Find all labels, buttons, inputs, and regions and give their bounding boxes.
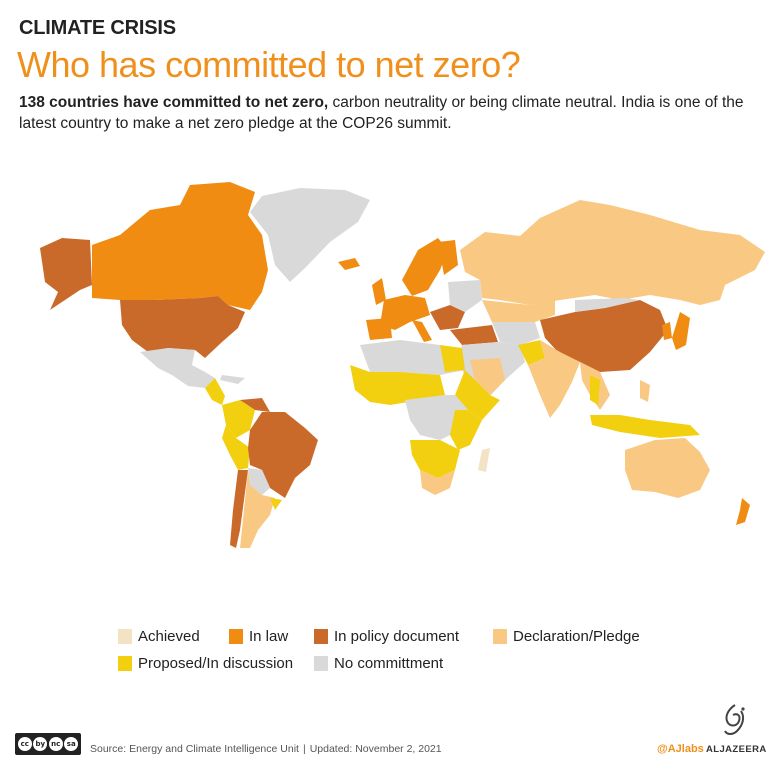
region-peru — [222, 425, 250, 470]
source-line: Source: Energy and Climate Intelligence … — [90, 743, 442, 755]
legend-item-in-law: In law — [229, 628, 288, 645]
legend-swatch-pledge — [493, 629, 507, 644]
region-korea — [662, 322, 672, 340]
legend-swatch-policy — [314, 629, 328, 644]
intro-text: 138 countries have committed to net zero… — [19, 92, 759, 134]
legend-swatch-proposed — [118, 656, 132, 671]
aljazeera-wordmark: ALJAZEERA — [706, 744, 767, 755]
footer: cc by nc sa Source: Energy and Climate I… — [15, 704, 766, 763]
region-new-zealand — [736, 498, 750, 525]
region-balkans — [430, 305, 465, 330]
region-cuba — [220, 375, 245, 384]
region-w-africa — [350, 365, 445, 405]
sa-icon: sa — [64, 737, 79, 751]
legend-swatch-in-law — [229, 629, 243, 644]
region-philippines — [640, 380, 650, 402]
region-russia — [460, 200, 765, 305]
region-scandinavia — [402, 238, 448, 296]
legend-item-achieved: Achieved — [118, 628, 200, 645]
legend-label-proposed: Proposed/In discussion — [138, 655, 294, 672]
region-iceland — [338, 258, 360, 270]
region-venezuela — [240, 398, 270, 412]
region-madagascar — [478, 448, 490, 472]
region-greenland — [250, 188, 370, 282]
region-thailand — [590, 375, 600, 405]
updated-text: Updated: November 2, 2021 — [309, 743, 442, 755]
region-indonesia — [590, 415, 700, 438]
region-s-africa — [420, 470, 455, 495]
region-argentina — [240, 470, 275, 548]
region-finland — [438, 240, 458, 275]
region-chile — [230, 470, 248, 548]
region-egypt — [440, 345, 465, 372]
legend-label-none: No committment — [334, 655, 444, 672]
region-india — [528, 340, 580, 418]
region-n-africa — [360, 340, 465, 375]
region-s-africa-mid — [410, 440, 460, 478]
region-alaska — [40, 238, 92, 310]
intro-bold: 138 countries have committed to net zero… — [19, 94, 329, 111]
page-title: Who has committed to net zero? — [17, 44, 521, 85]
legend-item-none: No committment — [314, 655, 443, 672]
region-japan — [672, 312, 690, 350]
region-iberia — [366, 318, 392, 340]
region-pakistan — [518, 340, 545, 365]
region-uk — [372, 278, 386, 305]
legend-label-policy: In policy document — [334, 628, 460, 645]
region-brazil — [248, 412, 318, 498]
region-china — [540, 300, 668, 372]
region-eastern-europe — [448, 280, 482, 312]
intro-rest: carbon neutrality or being climate neutr… — [19, 94, 744, 132]
cc-icon: cc — [17, 737, 32, 751]
region-turkey — [450, 325, 498, 345]
region-central-asia — [492, 322, 540, 345]
legend-label-in-law: In law — [249, 628, 289, 645]
legend-swatch-achieved — [118, 629, 132, 644]
legend-item-pledge: Declaration/Pledge — [493, 628, 640, 645]
aljazeera-logo-icon — [724, 704, 745, 735]
region-horn-africa — [455, 370, 500, 420]
legend: Achieved In law In policy document Decla… — [0, 622, 770, 682]
cc-license-badge[interactable]: cc by nc sa — [15, 733, 81, 755]
region-canada — [92, 182, 268, 310]
legend-label-achieved: Achieved — [138, 628, 200, 645]
source-text: Source: Energy and Climate Intelligence … — [90, 743, 299, 755]
region-e-africa — [450, 410, 482, 450]
nc-icon: nc — [48, 737, 63, 751]
legend-item-proposed: Proposed/In discussion — [118, 655, 293, 672]
region-uruguay — [270, 498, 282, 510]
world-map — [40, 182, 765, 548]
source-separator: | — [302, 743, 306, 755]
legend-swatch-none — [314, 656, 328, 671]
region-italy — [412, 320, 432, 342]
region-w-europe — [380, 295, 430, 330]
region-usa — [120, 296, 245, 358]
region-kazakhstan — [482, 300, 555, 325]
legend-item-policy: In policy document — [314, 628, 459, 645]
region-iran — [498, 342, 525, 368]
region-central-america — [205, 378, 225, 405]
by-icon: by — [33, 737, 48, 751]
legend-label-pledge: Declaration/Pledge — [513, 628, 640, 645]
kicker: CLIMATE CRISIS — [19, 17, 176, 39]
region-mexico — [140, 348, 215, 388]
region-australia — [625, 438, 710, 498]
ajlabs-handle[interactable]: @AJlabs — [657, 743, 704, 755]
region-bolivia — [248, 468, 270, 495]
region-saudi — [470, 358, 505, 395]
region-mongolia — [575, 298, 640, 312]
region-colombia — [222, 400, 255, 438]
